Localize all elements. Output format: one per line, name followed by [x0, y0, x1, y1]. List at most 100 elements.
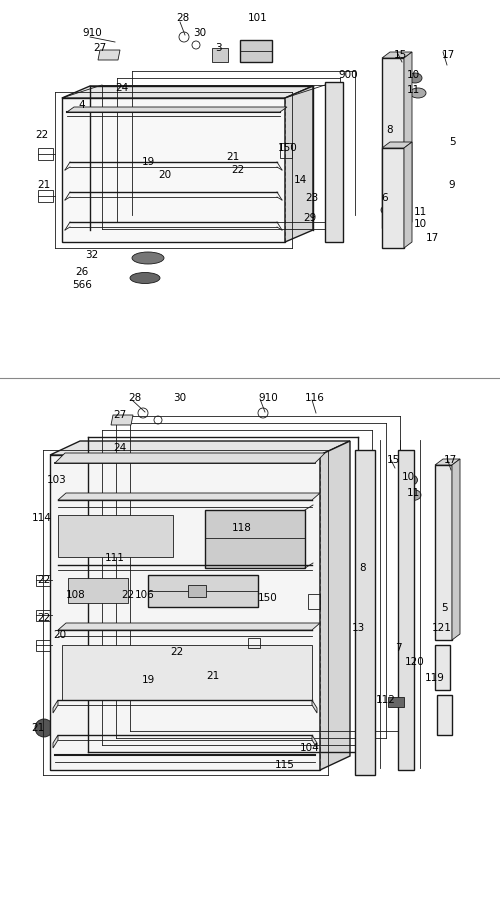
Circle shape [101, 528, 111, 538]
Bar [36, 575, 50, 586]
Text: 17: 17 [426, 233, 438, 243]
Bar [38, 148, 53, 160]
Circle shape [35, 719, 53, 737]
Circle shape [73, 516, 83, 526]
Circle shape [129, 528, 139, 538]
Text: 22: 22 [122, 590, 134, 600]
Circle shape [157, 528, 167, 538]
Text: 11: 11 [414, 207, 426, 217]
Circle shape [73, 528, 83, 538]
Text: 22: 22 [38, 575, 51, 585]
Text: 28: 28 [128, 393, 141, 403]
Text: 10: 10 [414, 219, 426, 229]
Circle shape [129, 516, 139, 526]
Text: 103: 103 [47, 475, 67, 485]
Circle shape [59, 516, 69, 526]
Polygon shape [435, 465, 452, 640]
Circle shape [157, 516, 167, 526]
Bar [280, 143, 292, 158]
Polygon shape [98, 50, 120, 60]
Text: 11: 11 [406, 85, 420, 95]
Text: 21: 21 [206, 671, 220, 681]
Circle shape [129, 540, 139, 550]
Polygon shape [67, 107, 287, 112]
Polygon shape [404, 52, 412, 228]
Polygon shape [111, 415, 133, 425]
Circle shape [87, 516, 97, 526]
Polygon shape [382, 142, 412, 148]
Polygon shape [55, 453, 325, 463]
Circle shape [143, 516, 153, 526]
Text: 23: 23 [306, 193, 318, 203]
Text: 116: 116 [305, 393, 325, 403]
Circle shape [157, 540, 167, 550]
Polygon shape [62, 98, 285, 242]
Polygon shape [398, 450, 414, 770]
Polygon shape [53, 735, 58, 748]
Ellipse shape [402, 474, 417, 485]
Ellipse shape [410, 88, 426, 98]
Bar [36, 610, 50, 621]
Text: 21: 21 [226, 152, 239, 162]
Ellipse shape [132, 252, 164, 264]
Circle shape [87, 528, 97, 538]
Bar [38, 190, 53, 202]
Text: 6: 6 [382, 193, 388, 203]
Bar [68, 578, 128, 603]
Circle shape [87, 540, 97, 550]
Text: 17: 17 [444, 455, 456, 465]
Bar [248, 638, 260, 648]
Bar [36, 640, 50, 651]
Text: 150: 150 [278, 143, 298, 153]
Circle shape [101, 540, 111, 550]
Circle shape [143, 528, 153, 538]
Text: 900: 900 [338, 70, 358, 80]
Text: 32: 32 [86, 250, 98, 260]
Polygon shape [404, 142, 412, 248]
Polygon shape [53, 700, 58, 713]
Text: 3: 3 [214, 43, 222, 53]
Text: 101: 101 [248, 13, 268, 23]
Text: 108: 108 [66, 590, 86, 600]
Text: 15: 15 [394, 50, 406, 60]
Text: 9: 9 [448, 180, 456, 190]
Polygon shape [382, 58, 404, 228]
Text: 112: 112 [376, 695, 396, 705]
Bar [188, 585, 206, 597]
Text: 115: 115 [275, 760, 295, 770]
Text: 119: 119 [425, 673, 445, 683]
Text: 120: 120 [405, 657, 425, 667]
Polygon shape [320, 441, 350, 770]
Polygon shape [435, 645, 450, 690]
Polygon shape [58, 623, 320, 630]
Polygon shape [325, 82, 343, 242]
Text: 8: 8 [360, 563, 366, 573]
Ellipse shape [130, 273, 160, 284]
Text: 19: 19 [142, 675, 154, 685]
Polygon shape [285, 86, 313, 242]
Circle shape [143, 540, 153, 550]
Text: 21: 21 [38, 180, 51, 190]
Polygon shape [312, 735, 317, 748]
Text: 13: 13 [352, 623, 364, 633]
Text: 26: 26 [76, 267, 88, 277]
Polygon shape [62, 86, 313, 98]
Circle shape [115, 516, 125, 526]
Text: 10: 10 [402, 472, 414, 482]
Text: 106: 106 [135, 590, 155, 600]
Polygon shape [312, 700, 317, 713]
Text: 7: 7 [394, 643, 402, 653]
Circle shape [115, 528, 125, 538]
Text: 10: 10 [406, 70, 420, 80]
Text: 150: 150 [258, 593, 278, 603]
Bar [62, 645, 312, 700]
Circle shape [115, 540, 125, 550]
Bar [388, 697, 404, 707]
Text: 21: 21 [32, 723, 44, 733]
Text: 27: 27 [114, 410, 126, 420]
Text: 910: 910 [82, 28, 102, 38]
Text: 5: 5 [448, 137, 456, 147]
Text: 111: 111 [105, 553, 125, 563]
Polygon shape [240, 40, 272, 62]
Ellipse shape [408, 73, 422, 83]
